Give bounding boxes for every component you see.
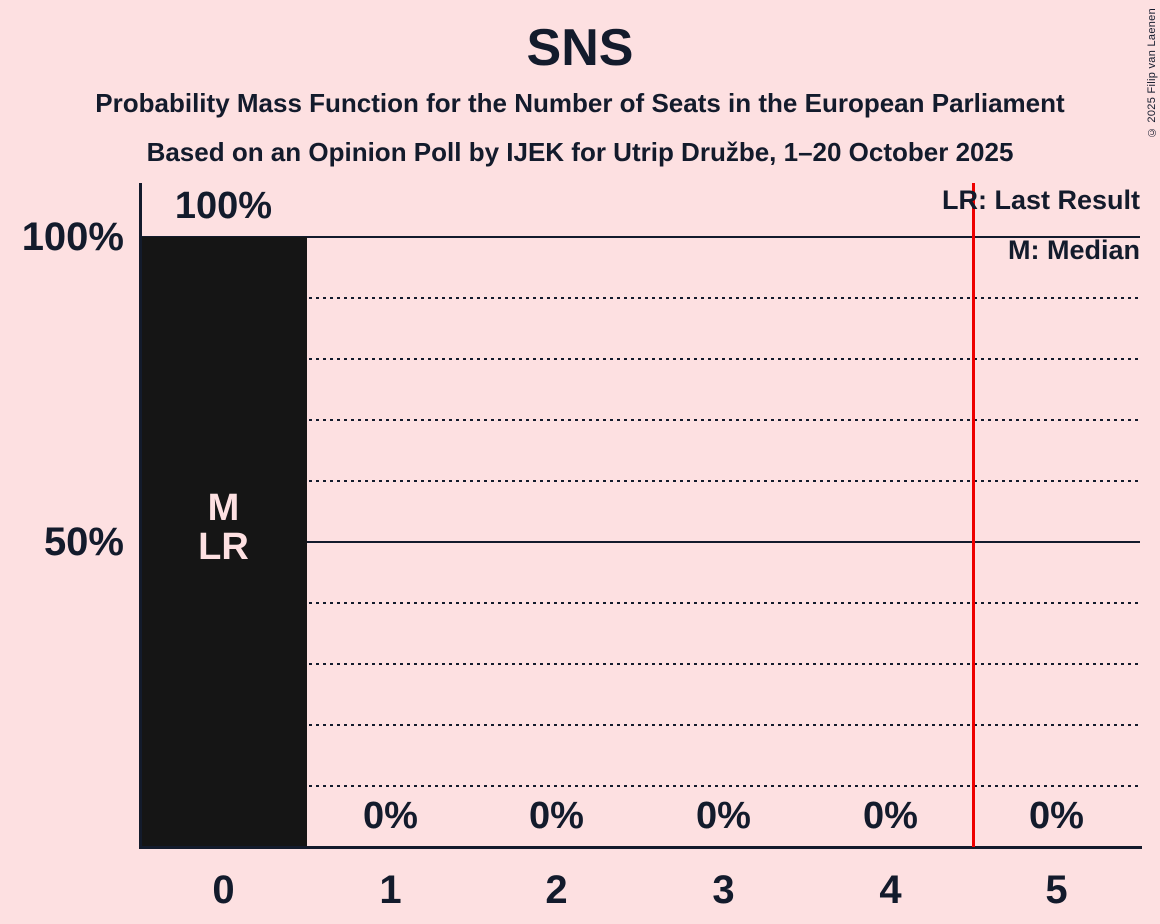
gridline-30pct [141,663,1140,665]
legend-median: M: Median [1008,235,1140,265]
gridline-40pct [141,602,1140,604]
page-title: SNS [526,19,634,77]
gridline-60pct [141,480,1140,482]
chart-subtitle: Probability Mass Function for the Number… [95,88,1065,118]
bar-value-label-5: 0% [1029,795,1084,837]
gridline-90pct [141,297,1140,299]
y-axis [139,183,142,849]
x-axis-label-4: 4 [879,868,902,912]
x-axis-label-1: 1 [379,868,402,912]
chart-poll-details: Based on an Opinion Poll by IJEK for Utr… [146,137,1014,167]
bar-annotation-median-lastresult: M LR [140,489,307,567]
gridline-80pct [141,358,1140,360]
bar-value-label-4: 0% [863,795,918,837]
x-axis-label-3: 3 [712,868,735,912]
y-axis-label-100pct: 100% [21,215,124,259]
y-axis-label-50pct: 50% [43,520,124,564]
gridline-70pct [141,419,1140,421]
bar-annotation-line: M [207,487,240,529]
gridline-50pct [141,541,1140,543]
gridline-20pct [141,724,1140,726]
gridline-10pct [141,785,1140,787]
bar-value-label-3: 0% [696,795,751,837]
copyright-notice: © 2025 Filip van Laenen [1146,8,1158,139]
bar-seats-0 [141,237,307,846]
x-axis [139,846,1142,849]
x-axis-label-0: 0 [212,868,235,912]
gridline-100pct [141,236,1140,238]
x-axis-label-2: 2 [545,868,568,912]
majority-threshold-line [972,183,975,847]
legend-last-result: LR: Last Result [941,185,1140,215]
x-axis-label-5: 5 [1045,868,1068,912]
bar-value-label-0: 100% [174,185,273,227]
bar-value-label-1: 0% [363,795,418,837]
bar-annotation-line: LR [198,526,249,568]
bar-value-label-2: 0% [529,795,584,837]
